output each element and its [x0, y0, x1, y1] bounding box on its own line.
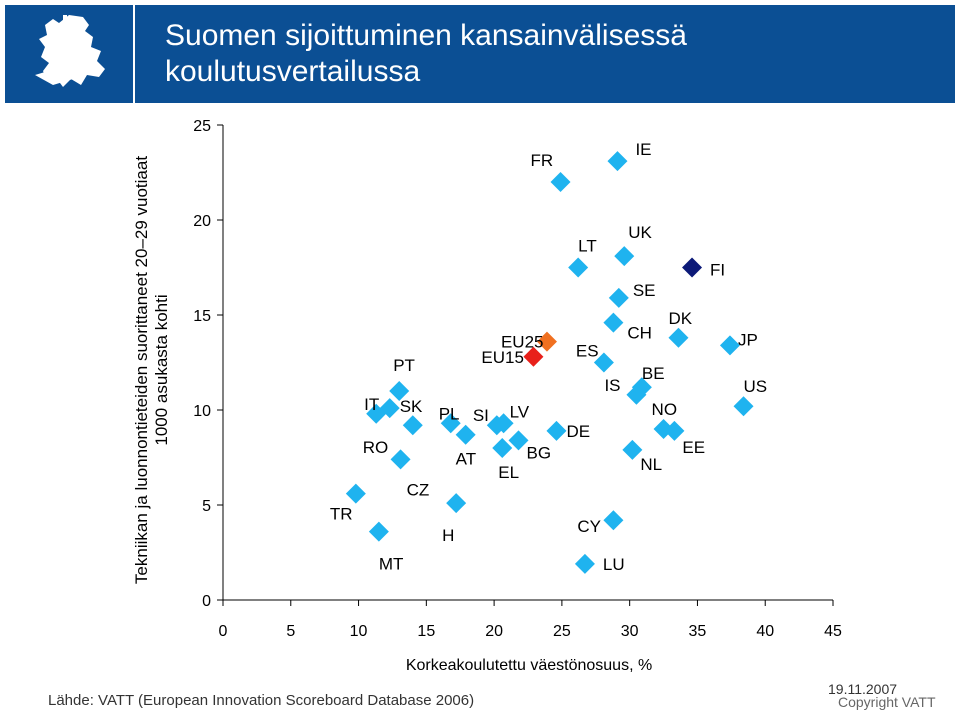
data-point-eu15	[523, 346, 544, 367]
x-tick-label: 40	[756, 623, 774, 640]
x-tick-label: 30	[621, 623, 639, 640]
y-tick-label: 0	[202, 593, 211, 610]
data-point-cy	[603, 510, 624, 531]
point-label-cy: CY	[577, 517, 601, 536]
x-tick-label: 5	[286, 623, 295, 640]
point-label-ie: IE	[635, 140, 651, 159]
data-point-eu25	[536, 331, 557, 352]
point-label-mt: MT	[379, 555, 404, 574]
slide-title: Suomen sijoittuminen kansainvälisessä ko…	[165, 18, 687, 90]
point-label-es: ES	[576, 342, 599, 361]
point-label-no: NO	[652, 400, 678, 419]
data-point-bg	[508, 430, 529, 451]
data-point-cz	[390, 449, 411, 470]
y-tick-label: 25	[193, 118, 211, 135]
point-label-eu25: EU25	[501, 333, 544, 352]
point-label-uk: UK	[628, 223, 652, 242]
point-label-pl: PL	[439, 404, 460, 423]
data-point-pt	[389, 381, 410, 401]
data-point-sk	[379, 398, 400, 419]
data-point-lv	[493, 413, 514, 434]
copyright-label: Copyright VATT	[838, 694, 936, 710]
logo-panel	[5, 5, 133, 103]
data-point-tr	[345, 483, 366, 504]
data-point-at	[455, 424, 476, 445]
point-label-eu15: EU15	[481, 348, 524, 367]
lion-emblem-icon	[35, 15, 105, 87]
y-tick-label: 15	[193, 308, 211, 325]
x-tick-label: 35	[689, 623, 707, 640]
data-point-uk	[614, 246, 635, 267]
point-label-pt: PT	[393, 356, 415, 375]
point-label-si: SI	[473, 406, 489, 425]
title-line-1: Suomen sijoittuminen kansainvälisessä	[165, 19, 687, 52]
header: Suomen sijoittuminen kansainvälisessä ko…	[0, 0, 960, 106]
data-point-ie	[607, 151, 628, 172]
point-label-ro: RO	[363, 438, 389, 457]
data-point-pl	[440, 413, 461, 434]
data-point-lu	[574, 553, 595, 574]
y-tick-label: 5	[202, 498, 211, 515]
data-point-h	[446, 493, 467, 514]
point-label-bg: BG	[527, 443, 552, 462]
point-label-ch: CH	[627, 324, 652, 343]
y-tick-label: 20	[193, 213, 211, 230]
point-label-lv: LV	[510, 402, 530, 421]
source-note: Lähde: VATT (European Innovation Scorebo…	[48, 692, 475, 709]
data-point-el	[492, 438, 513, 458]
x-tick-label: 15	[417, 623, 435, 640]
point-label-el: EL	[498, 463, 519, 482]
x-tick-label: 20	[485, 623, 503, 640]
point-label-fi: FI	[710, 261, 725, 280]
data-point-ee	[664, 420, 685, 441]
data-point-jp	[719, 335, 740, 356]
data-point-is	[626, 384, 647, 405]
chart-axes: 0 5 10 15 20 25 0 5 10 15 20 25 30 35 40 45	[193, 118, 842, 640]
data-point-dk	[668, 327, 689, 348]
data-point-fi	[682, 257, 703, 278]
point-label-se: SE	[633, 281, 656, 300]
data-point-us	[733, 396, 754, 417]
point-label-fr: FR	[531, 151, 554, 170]
data-point-mt	[368, 521, 389, 542]
x-tick-label: 0	[219, 623, 228, 640]
point-label-at: AT	[456, 450, 476, 469]
data-point-es	[593, 352, 614, 373]
point-label-jp: JP	[738, 330, 758, 349]
data-point-ch	[603, 312, 624, 333]
point-label-lu: LU	[603, 555, 625, 574]
data-point-lt	[568, 257, 589, 278]
point-label-tr: TR	[330, 505, 353, 524]
point-label-ee: EE	[682, 438, 705, 457]
data-point-de	[546, 420, 567, 441]
x-tick-label: 45	[824, 623, 842, 640]
point-label-is: IS	[604, 376, 620, 395]
point-label-be: BE	[642, 364, 665, 383]
y-tick-label: 10	[193, 403, 211, 420]
point-label-dk: DK	[668, 309, 692, 328]
point-label-it: IT	[364, 395, 379, 414]
data-point-fr	[550, 172, 571, 192]
date-label: 19.11.2007	[828, 681, 898, 697]
x-tick-label: 10	[350, 623, 368, 640]
x-tick-label: 25	[553, 623, 571, 640]
point-label-sk: SK	[400, 397, 423, 416]
title-line-2: koulutusvertailussa	[165, 55, 421, 88]
data-point-nl	[622, 439, 643, 460]
data-point-se	[608, 287, 629, 308]
point-label-nl: NL	[640, 455, 662, 474]
point-label-h: H	[442, 526, 454, 545]
point-label-de: DE	[566, 422, 590, 441]
point-label-us: US	[744, 377, 768, 396]
data-point-ro	[402, 415, 423, 436]
title-panel	[135, 5, 955, 103]
point-label-lt: LT	[578, 237, 597, 256]
x-axis-title: Korkeakoulutettu väestönosuus, %	[406, 657, 652, 674]
point-label-cz: CZ	[407, 480, 430, 499]
